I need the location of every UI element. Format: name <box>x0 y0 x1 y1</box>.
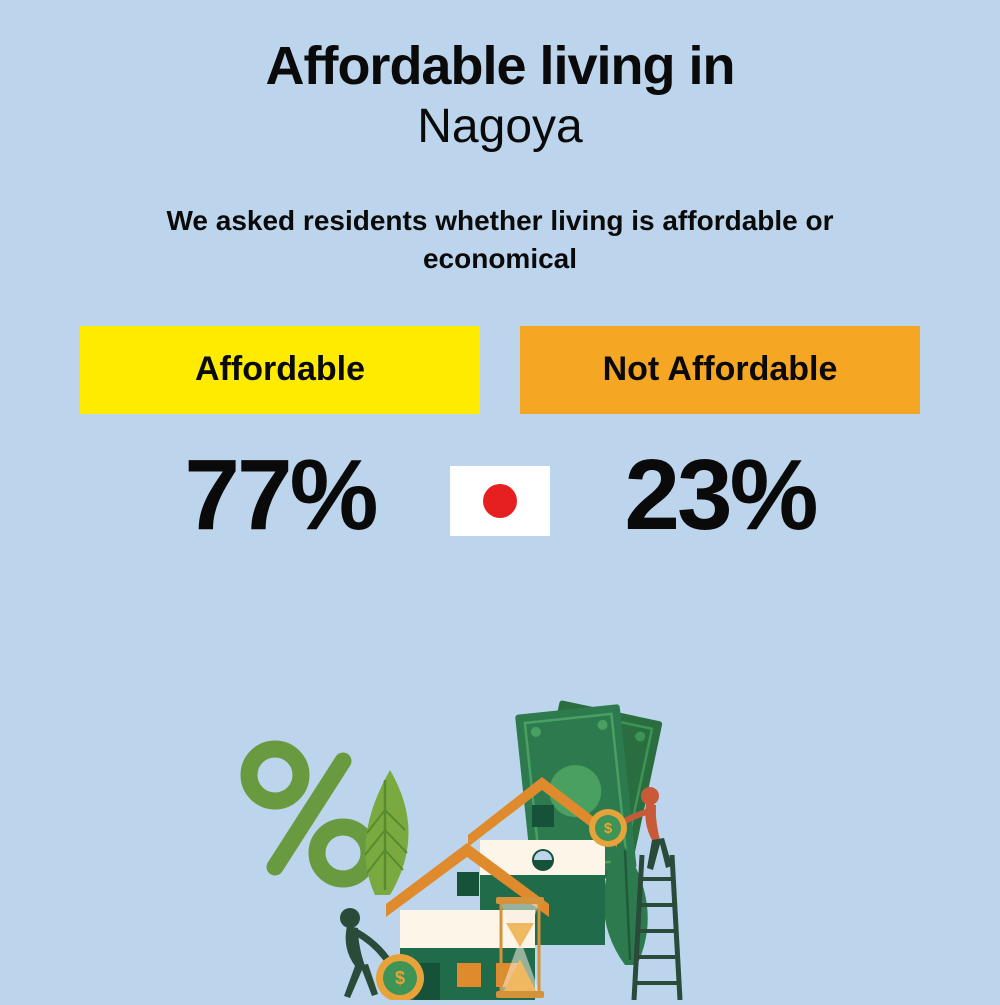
card-not-affordable: Not Affordable 23% <box>520 326 920 553</box>
subtitle-text: We asked residents whether living is aff… <box>0 202 1000 278</box>
value-affordable: 77% <box>184 438 375 553</box>
value-not-affordable: 23% <box>624 438 815 553</box>
leaf-left-icon <box>365 770 409 895</box>
japan-flag-icon <box>450 466 550 536</box>
label-not-affordable: Not Affordable <box>520 326 920 414</box>
coin-right-icon: $ <box>589 809 627 847</box>
svg-text:$: $ <box>604 820 613 837</box>
svg-text:$: $ <box>395 968 405 988</box>
label-affordable: Affordable <box>80 326 480 414</box>
card-affordable: Affordable 77% <box>80 326 480 553</box>
flag-circle <box>483 484 517 518</box>
cards-container: Affordable 77% Not Affordable 23% <box>0 326 1000 553</box>
percent-icon <box>249 749 369 879</box>
housing-illustration: $ $ <box>220 680 780 1000</box>
coin-left-icon: $ <box>376 954 424 1000</box>
title-line1: Affordable living in <box>0 35 1000 97</box>
title-city: Nagoya <box>0 99 1000 154</box>
